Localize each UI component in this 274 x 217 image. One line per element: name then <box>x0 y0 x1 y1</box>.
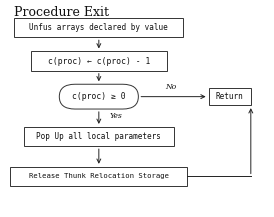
Text: No: No <box>165 83 176 91</box>
Text: Unfus arrays declared by value: Unfus arrays declared by value <box>30 23 168 32</box>
Text: Procedure Exit: Procedure Exit <box>14 6 109 19</box>
Text: Return: Return <box>216 92 244 101</box>
Text: Pop Up all local parameters: Pop Up all local parameters <box>36 132 161 141</box>
Text: c(proc) ← c(proc) - 1: c(proc) ← c(proc) - 1 <box>48 57 150 66</box>
FancyBboxPatch shape <box>14 18 183 37</box>
FancyBboxPatch shape <box>10 167 187 186</box>
Text: Release Thunk Relocation Storage: Release Thunk Relocation Storage <box>29 173 169 179</box>
FancyBboxPatch shape <box>59 84 138 109</box>
FancyBboxPatch shape <box>209 88 251 105</box>
Text: Yes: Yes <box>110 112 122 120</box>
FancyBboxPatch shape <box>31 51 167 71</box>
Text: c(proc) ≥ 0: c(proc) ≥ 0 <box>72 92 126 101</box>
FancyBboxPatch shape <box>24 127 174 146</box>
